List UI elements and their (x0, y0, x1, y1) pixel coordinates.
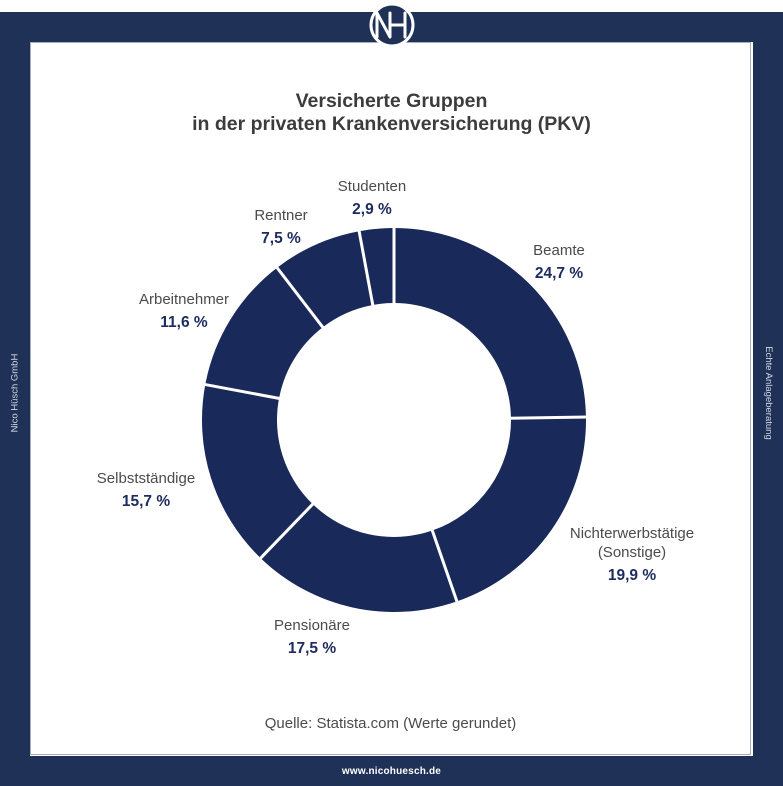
label-rentner-name: Rentner (254, 207, 308, 224)
donut-slice-1 (432, 416, 586, 602)
left-border-band (0, 12, 30, 786)
slice-separator (203, 382, 282, 401)
footer-url: www.nicohuesch.de (341, 765, 442, 777)
label-beamte-value: 24,7 % (534, 265, 584, 282)
label-nichterwerbstaetige-name: Nichterwerbstätige (Sonstige) (569, 525, 695, 561)
label-selbststaendige-value: 15,7 % (121, 493, 171, 510)
content-panel (30, 42, 751, 755)
label-nichterwerbstaetige-value: 19,9 % (607, 567, 657, 584)
label-arbeitnehmer-name: Arbeitnehmer (138, 291, 230, 308)
chart-title-line1: Versicherte Gruppen (295, 90, 488, 112)
donut-slice-4 (205, 267, 323, 399)
donut-slice-0 (394, 228, 586, 419)
label-beamte: Beamte 24,7 % (533, 241, 585, 283)
label-nichterwerbstaetige: Nichterwerbstätige (Sonstige) 19,9 % (557, 524, 708, 585)
right-border-band (753, 12, 783, 786)
donut-slice-3 (202, 384, 313, 559)
label-selbststaendige-name: Selbstständige (96, 470, 196, 487)
slice-separator (508, 415, 588, 420)
donut-slice-5 (277, 231, 373, 328)
label-pensionaere: Pensionäre 17,5 % (274, 616, 350, 658)
nh-logo (369, 2, 414, 48)
footer-band: www.nicohuesch.de (0, 756, 783, 786)
donut-slice-2 (260, 504, 457, 612)
slice-separator (357, 228, 375, 308)
source-note: Quelle: Statista.com (Werte gerundet) (264, 715, 517, 732)
chart-title: Versicherte Gruppen in der privaten Kran… (0, 90, 783, 136)
label-pensionaere-name: Pensionäre (274, 617, 350, 634)
slice-separator (430, 528, 459, 604)
label-arbeitnehmer: Arbeitnehmer 11,6 % (139, 290, 229, 332)
label-studenten-name: Studenten (337, 178, 407, 195)
slice-separator (258, 501, 316, 561)
left-edge-brand-text: Nico Hüsch GmbH (9, 353, 21, 433)
right-edge-slogan-text: Echte Anlageberatung (762, 346, 774, 440)
label-rentner: Rentner 7,5 % (254, 206, 307, 248)
label-selbststaendige: Selbstständige 15,7 % (97, 469, 195, 511)
label-beamte-name: Beamte (533, 242, 585, 259)
chart-title-line2: in der privaten Krankenversicherung (PKV… (192, 113, 591, 135)
label-studenten-value: 2,9 % (352, 201, 392, 218)
label-arbeitnehmer-value: 11,6 % (160, 314, 208, 331)
label-rentner-value: 7,5 % (261, 230, 301, 247)
slice-separator (274, 265, 326, 330)
label-pensionaere-value: 17,5 % (287, 640, 337, 657)
donut-slice-6 (359, 228, 394, 305)
nh-monogram-icon (375, 11, 406, 39)
label-studenten: Studenten 2,9 % (338, 177, 406, 219)
